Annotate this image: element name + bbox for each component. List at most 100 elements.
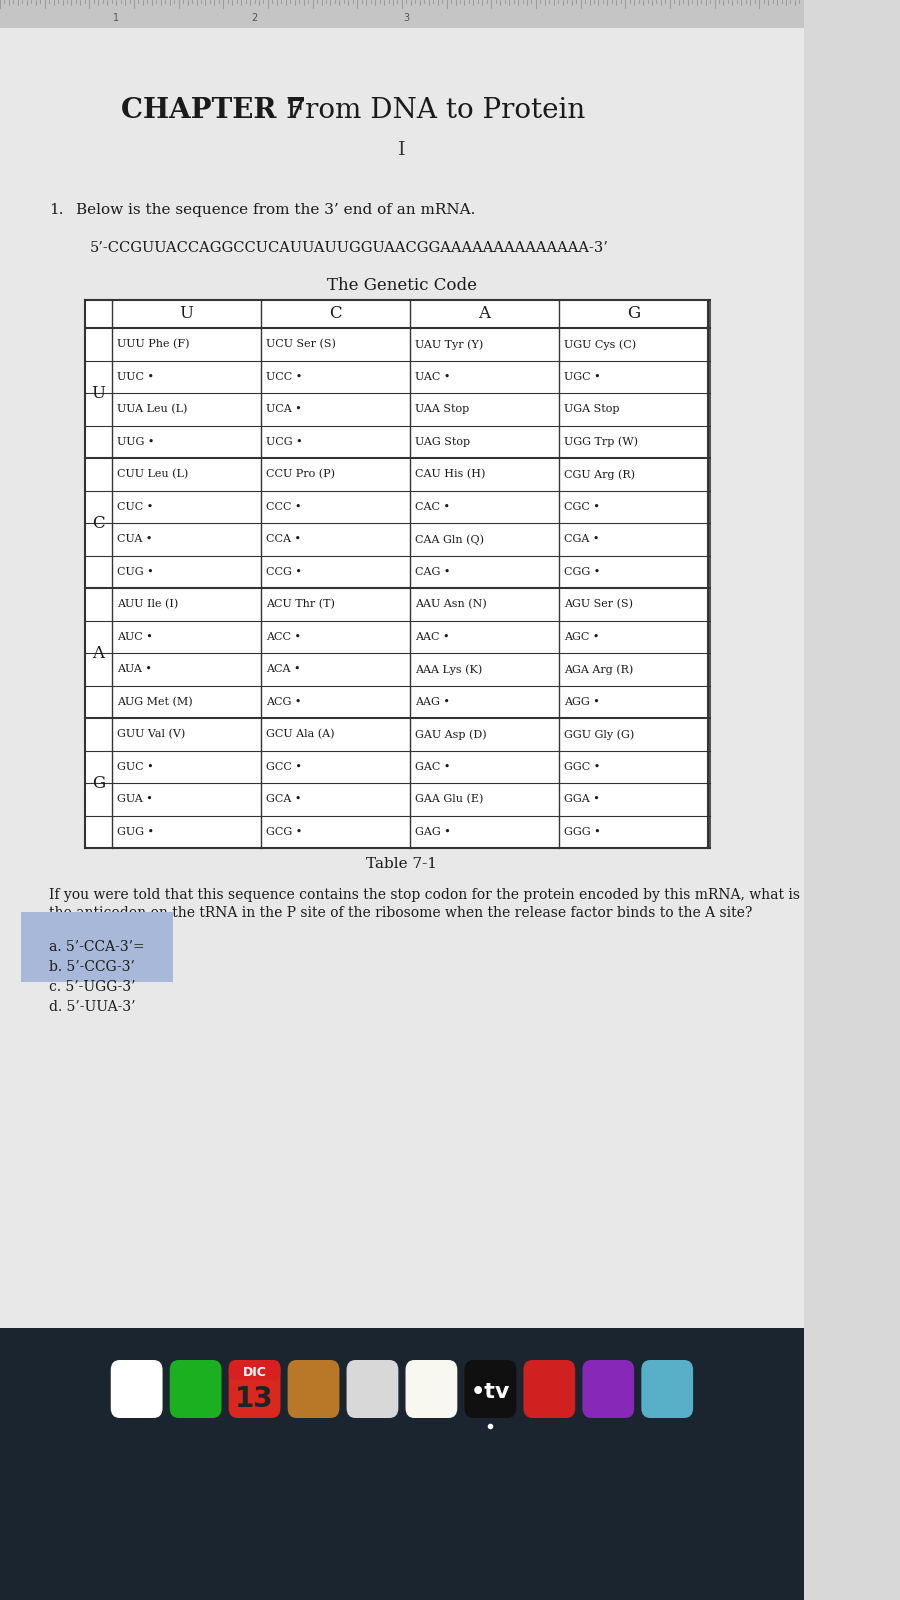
Text: UUU Phe (F): UUU Phe (F) <box>117 339 190 349</box>
Text: CGA •: CGA • <box>564 534 600 544</box>
Text: d. 5’-UUA-3’: d. 5’-UUA-3’ <box>50 1000 136 1014</box>
Text: 3: 3 <box>403 13 410 22</box>
Text: GAG •: GAG • <box>415 827 451 837</box>
FancyBboxPatch shape <box>642 1360 693 1418</box>
Text: CAG •: CAG • <box>415 566 451 576</box>
Text: UUC •: UUC • <box>117 371 154 382</box>
Text: GCG •: GCG • <box>266 827 302 837</box>
Text: GUU Val (V): GUU Val (V) <box>117 730 185 739</box>
Text: ACG •: ACG • <box>266 696 302 707</box>
Text: GUA •: GUA • <box>117 794 153 805</box>
Text: U: U <box>91 384 105 402</box>
Text: AGC •: AGC • <box>564 632 600 642</box>
Text: UCU Ser (S): UCU Ser (S) <box>266 339 336 349</box>
Text: The Genetic Code: The Genetic Code <box>327 277 477 294</box>
Text: AAG •: AAG • <box>415 696 450 707</box>
FancyBboxPatch shape <box>85 301 710 848</box>
Text: CCA •: CCA • <box>266 534 302 544</box>
Text: UAG Stop: UAG Stop <box>415 437 471 446</box>
Text: C: C <box>92 515 104 531</box>
FancyBboxPatch shape <box>406 1360 457 1418</box>
Text: CCG •: CCG • <box>266 566 302 576</box>
Text: UCA •: UCA • <box>266 405 302 414</box>
FancyBboxPatch shape <box>229 1360 281 1418</box>
FancyBboxPatch shape <box>464 1360 517 1418</box>
Text: UAU Tyr (Y): UAU Tyr (Y) <box>415 339 483 349</box>
Text: CCU Pro (P): CCU Pro (P) <box>266 469 335 480</box>
Text: I: I <box>398 141 406 158</box>
Text: 13: 13 <box>235 1386 274 1413</box>
Text: AGU Ser (S): AGU Ser (S) <box>564 598 634 610</box>
FancyBboxPatch shape <box>346 1360 399 1418</box>
Text: GAU Asp (D): GAU Asp (D) <box>415 730 487 739</box>
Text: UGG Trp (W): UGG Trp (W) <box>564 437 638 446</box>
Text: AUG Met (M): AUG Met (M) <box>117 696 193 707</box>
FancyBboxPatch shape <box>229 1360 281 1381</box>
Text: UAA Stop: UAA Stop <box>415 405 470 414</box>
Text: UUA Leu (L): UUA Leu (L) <box>117 405 187 414</box>
FancyBboxPatch shape <box>582 1360 634 1418</box>
Text: UCC •: UCC • <box>266 371 302 382</box>
Text: AAC •: AAC • <box>415 632 450 642</box>
FancyBboxPatch shape <box>0 1328 804 1600</box>
Text: Table 7-1: Table 7-1 <box>366 858 437 870</box>
FancyBboxPatch shape <box>0 27 804 1328</box>
Text: 5’-CCGUUACCAGGCCUCAUUAUUGGUAACGGAAAAAAAAAAAAAA-3’: 5’-CCGUUACCAGGCCUCAUUAUUGGUAACGGAAAAAAAA… <box>89 242 608 254</box>
Text: GCA •: GCA • <box>266 794 302 805</box>
Text: CUU Leu (L): CUU Leu (L) <box>117 469 188 480</box>
Text: CAU His (H): CAU His (H) <box>415 469 486 480</box>
Text: U: U <box>179 306 194 323</box>
Text: CUA •: CUA • <box>117 534 152 544</box>
Text: ACU Thr (T): ACU Thr (T) <box>266 598 335 610</box>
Text: UAC •: UAC • <box>415 371 451 382</box>
Text: c. 5’-UGG-3’: c. 5’-UGG-3’ <box>50 979 136 994</box>
Text: CAC •: CAC • <box>415 502 450 512</box>
Text: b. 5’-CCG-3’: b. 5’-CCG-3’ <box>50 960 135 974</box>
Text: CUG •: CUG • <box>117 566 154 576</box>
Text: UGC •: UGC • <box>564 371 601 382</box>
Text: ACC •: ACC • <box>266 632 302 642</box>
Text: UCG •: UCG • <box>266 437 302 446</box>
Text: AGG •: AGG • <box>564 696 600 707</box>
FancyBboxPatch shape <box>288 1360 339 1418</box>
Text: CGU Arg (R): CGU Arg (R) <box>564 469 635 480</box>
Text: GUG •: GUG • <box>117 827 154 837</box>
Text: 1.: 1. <box>50 203 64 218</box>
Text: GGU Gly (G): GGU Gly (G) <box>564 730 634 739</box>
Text: CHAPTER 7: CHAPTER 7 <box>121 96 305 123</box>
Text: GCC •: GCC • <box>266 762 302 771</box>
Text: AUU Ile (I): AUU Ile (I) <box>117 598 178 610</box>
Text: A: A <box>479 306 490 323</box>
FancyBboxPatch shape <box>0 0 804 27</box>
Text: GCU Ala (A): GCU Ala (A) <box>266 730 335 739</box>
Text: AUC •: AUC • <box>117 632 153 642</box>
Text: Below is the sequence from the 3’ end of an mRNA.: Below is the sequence from the 3’ end of… <box>76 203 475 218</box>
Text: 2: 2 <box>251 13 257 22</box>
Text: GUC •: GUC • <box>117 762 154 771</box>
Text: AUA •: AUA • <box>117 664 152 674</box>
Text: the anticodon on the tRNA in the P site of the ribosome when the release factor : the anticodon on the tRNA in the P site … <box>50 906 752 920</box>
Text: AAU Asn (N): AAU Asn (N) <box>415 598 487 610</box>
FancyBboxPatch shape <box>170 1360 221 1418</box>
Text: AAA Lys (K): AAA Lys (K) <box>415 664 482 675</box>
Text: DIC: DIC <box>243 1366 266 1379</box>
Text: CCC •: CCC • <box>266 502 302 512</box>
Text: C: C <box>329 306 342 323</box>
Text: GGC •: GGC • <box>564 762 600 771</box>
Text: CGC •: CGC • <box>564 502 600 512</box>
Text: UGA Stop: UGA Stop <box>564 405 620 414</box>
Text: G: G <box>627 306 640 323</box>
Text: If you were told that this sequence contains the stop codon for the protein enco: If you were told that this sequence cont… <box>50 888 800 902</box>
Text: UUG •: UUG • <box>117 437 155 446</box>
Text: A: A <box>93 645 104 661</box>
Text: CGG •: CGG • <box>564 566 600 576</box>
Text: a. 5’-CCA-3’=: a. 5’-CCA-3’= <box>50 939 145 954</box>
Text: CAA Gln (Q): CAA Gln (Q) <box>415 534 484 544</box>
Text: ACA •: ACA • <box>266 664 301 674</box>
Text: AGA Arg (R): AGA Arg (R) <box>564 664 634 675</box>
FancyBboxPatch shape <box>111 1360 163 1418</box>
Text: •tv: •tv <box>471 1382 510 1402</box>
Text: From DNA to Protein: From DNA to Protein <box>286 96 585 123</box>
Text: 1: 1 <box>113 13 119 22</box>
Text: G: G <box>92 774 104 792</box>
